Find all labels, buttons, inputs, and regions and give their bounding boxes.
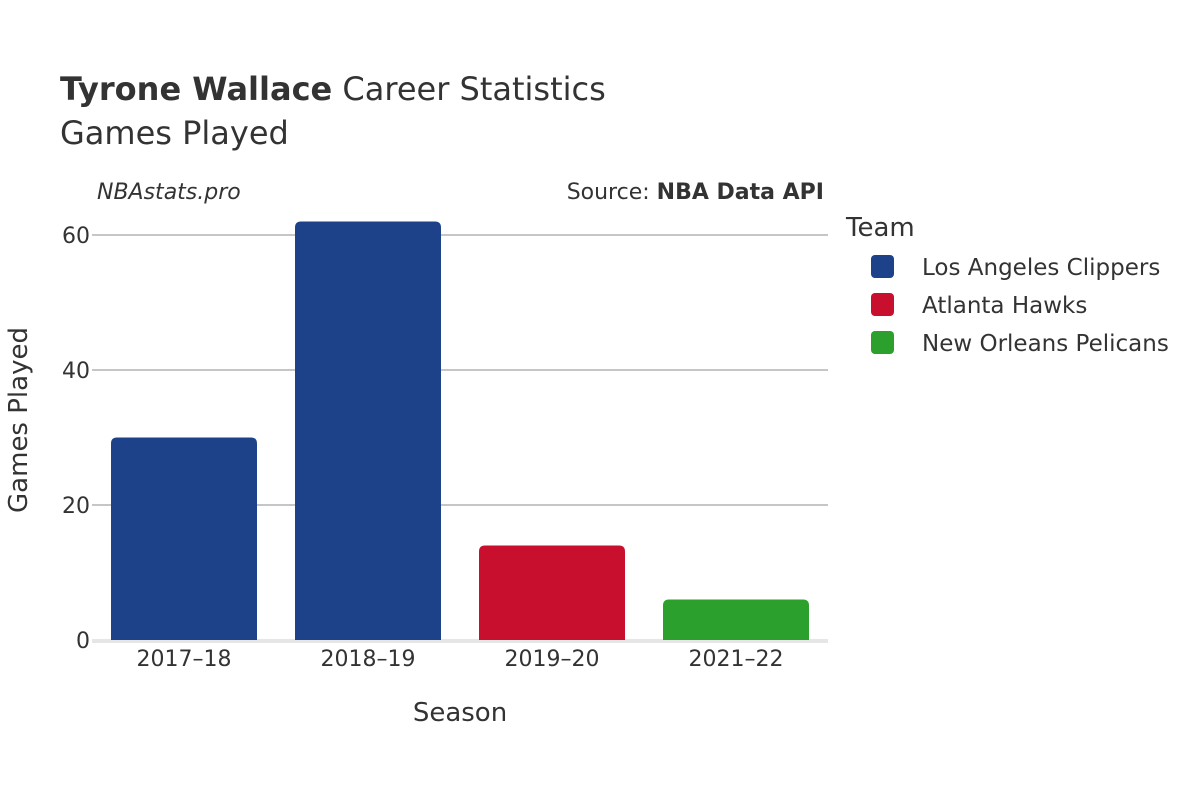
y-tick-label: 0	[76, 629, 90, 654]
x-tick-label: 2021–22	[689, 647, 784, 672]
x-tick-label: 2017–18	[137, 647, 232, 672]
watermark: NBAstats.pro	[97, 180, 241, 205]
y-tick-label: 60	[62, 224, 90, 249]
y-tick-label: 40	[62, 359, 90, 384]
title-suffix: Career Statistics	[332, 70, 606, 108]
chart-title: Tyrone Wallace Career Statistics	[60, 70, 606, 108]
bars	[111, 221, 809, 641]
bar[interactable]	[663, 599, 809, 641]
legend-label: Los Angeles Clippers	[922, 255, 1160, 281]
chart-subtitle: Games Played	[60, 114, 289, 152]
source-text: Source: NBA Data API	[567, 180, 824, 205]
source-prefix: Source:	[567, 180, 657, 205]
legend-item[interactable]: New Orleans Pelicans	[871, 331, 1169, 357]
y-axis-title: Games Played	[4, 327, 34, 513]
y-tick-label: 20	[62, 494, 90, 519]
legend-label: New Orleans Pelicans	[922, 331, 1169, 357]
legend-swatch	[871, 331, 894, 354]
player-name: Tyrone Wallace	[60, 70, 332, 108]
legend-swatch	[871, 255, 894, 278]
source-name: NBA Data API	[657, 180, 824, 205]
bar[interactable]	[479, 545, 625, 641]
legend-item[interactable]: Atlanta Hawks	[871, 293, 1087, 319]
legend-item[interactable]: Los Angeles Clippers	[871, 255, 1160, 281]
bar[interactable]	[111, 437, 257, 641]
x-tick-label: 2018–19	[321, 647, 416, 672]
x-axis-title: Season	[413, 698, 507, 728]
legend-label: Atlanta Hawks	[922, 293, 1087, 319]
bar[interactable]	[295, 221, 441, 641]
y-tick-labels: 0 20 40 60	[62, 224, 90, 654]
legend-title: Team	[845, 213, 915, 243]
legend-swatch	[871, 293, 894, 316]
legend: Los Angeles Clippers Atlanta Hawks New Orl…	[871, 255, 1169, 357]
x-tick-labels: 2017–18 2018–19 2019–20 2021–22	[137, 647, 784, 672]
x-tick-label: 2019–20	[505, 647, 600, 672]
